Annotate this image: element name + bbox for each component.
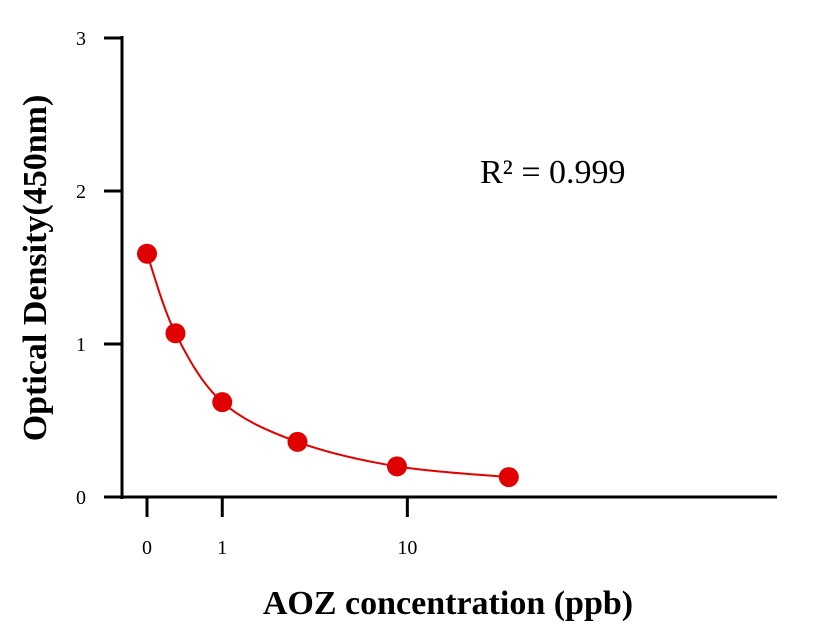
data-points	[137, 243, 519, 488]
data-point	[498, 467, 519, 488]
data-point	[137, 243, 157, 264]
data-point	[165, 323, 186, 344]
x-axis-title: AOZ concentration (ppb)	[263, 585, 633, 622]
y-tick-label: 2	[76, 181, 86, 203]
x-tick-label: 1	[217, 537, 227, 559]
x-tick-label: 10	[397, 537, 417, 559]
r-squared-annotation: R² = 0.999	[480, 154, 626, 191]
y-tick-label: 1	[76, 334, 86, 356]
y-tick-label: 0	[76, 487, 86, 509]
data-point	[387, 456, 407, 477]
x-ticks: 0 1 10	[142, 497, 417, 559]
x-tick-label: 0	[142, 537, 152, 559]
y-axis-title: Optical Density(450nm)	[17, 95, 54, 442]
data-point	[212, 392, 233, 413]
fit-curve	[146, 253, 509, 479]
data-point	[287, 431, 308, 452]
y-ticks: 0 1 2 3	[76, 28, 122, 509]
y-tick-label: 3	[76, 28, 86, 50]
